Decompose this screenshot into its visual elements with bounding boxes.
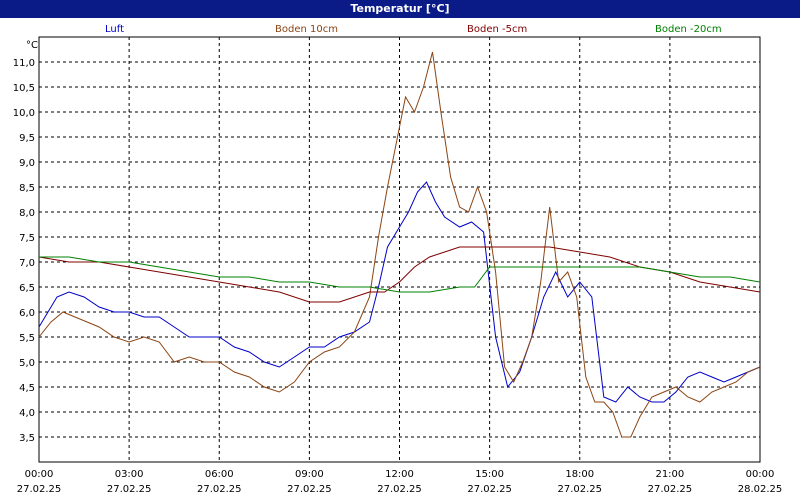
legend-luft: Luft bbox=[105, 24, 124, 35]
x-tick-time: 06:00 bbox=[205, 469, 234, 480]
x-tick-date: 27.02.25 bbox=[648, 484, 693, 495]
x-tick-date: 28.02.25 bbox=[738, 484, 783, 495]
y-tick-label: 8,0 bbox=[19, 208, 35, 219]
y-tick-label: 8,5 bbox=[19, 183, 35, 194]
legend-boden-5cm: Boden -5cm bbox=[467, 24, 528, 35]
y-tick-label: 4,5 bbox=[19, 383, 35, 394]
plot-frame bbox=[38, 36, 761, 463]
y-tick-label: 10,0 bbox=[13, 108, 35, 119]
grid bbox=[39, 37, 760, 462]
y-tick-label: 7,0 bbox=[19, 258, 35, 269]
y-tick-label: 5,0 bbox=[19, 358, 35, 369]
x-tick-time: 09:00 bbox=[295, 469, 324, 480]
y-tick-label: 11,0 bbox=[13, 58, 35, 69]
y-tick-label: 3,5 bbox=[19, 433, 35, 444]
y-tick-label: 6,5 bbox=[19, 283, 35, 294]
y-tick-label: 6,0 bbox=[19, 308, 35, 319]
legend-boden-20cm: Boden -20cm bbox=[655, 24, 722, 35]
x-tick-time: 18:00 bbox=[565, 469, 594, 480]
x-tick-date: 27.02.25 bbox=[467, 484, 512, 495]
x-tick-date: 27.02.25 bbox=[377, 484, 422, 495]
y-tick-label: 5,5 bbox=[19, 333, 35, 344]
y-ticks: 3,5 4,0 4,5 5,0 5,5 6,0 6,5 7,0 7,5 8,0 8,5 9,0 9,5 1… bbox=[13, 58, 35, 444]
x-tick-date: 27.02.25 bbox=[17, 484, 62, 495]
x-tick-date: 27.02.25 bbox=[197, 484, 242, 495]
y-axis-unit: °C bbox=[26, 40, 38, 51]
y-tick-label: 4,0 bbox=[19, 408, 35, 419]
series-lines bbox=[38, 51, 761, 438]
x-tick-time: 00:00 bbox=[25, 469, 54, 480]
window-title: Temperatur [°C] bbox=[0, 0, 800, 18]
series-line-2 bbox=[38, 246, 761, 303]
series-line-0 bbox=[38, 181, 761, 403]
series-line-3 bbox=[39, 256, 761, 293]
y-tick-label: 9,5 bbox=[19, 133, 35, 144]
x-tick-date: 27.02.25 bbox=[557, 484, 602, 495]
x-tick-time: 21:00 bbox=[655, 469, 684, 480]
x-tick-date: 27.02.25 bbox=[107, 484, 152, 495]
x-ticks: 00:00 27.02.25 03:00 27.02.25 06:00 27.02.25 0… bbox=[17, 469, 783, 495]
x-tick-time: 12:00 bbox=[385, 469, 414, 480]
x-tick-date: 27.02.25 bbox=[287, 484, 332, 495]
x-tick-time: 15:00 bbox=[475, 469, 504, 480]
x-tick-time: 03:00 bbox=[115, 469, 144, 480]
y-tick-label: 9,0 bbox=[19, 158, 35, 169]
series-line-1 bbox=[38, 51, 761, 438]
y-tick-label: 10,5 bbox=[13, 83, 35, 94]
x-tick-time: 00:00 bbox=[746, 469, 775, 480]
y-tick-label: 7,5 bbox=[19, 233, 35, 244]
legend-boden-10cm: Boden 10cm bbox=[275, 24, 338, 35]
